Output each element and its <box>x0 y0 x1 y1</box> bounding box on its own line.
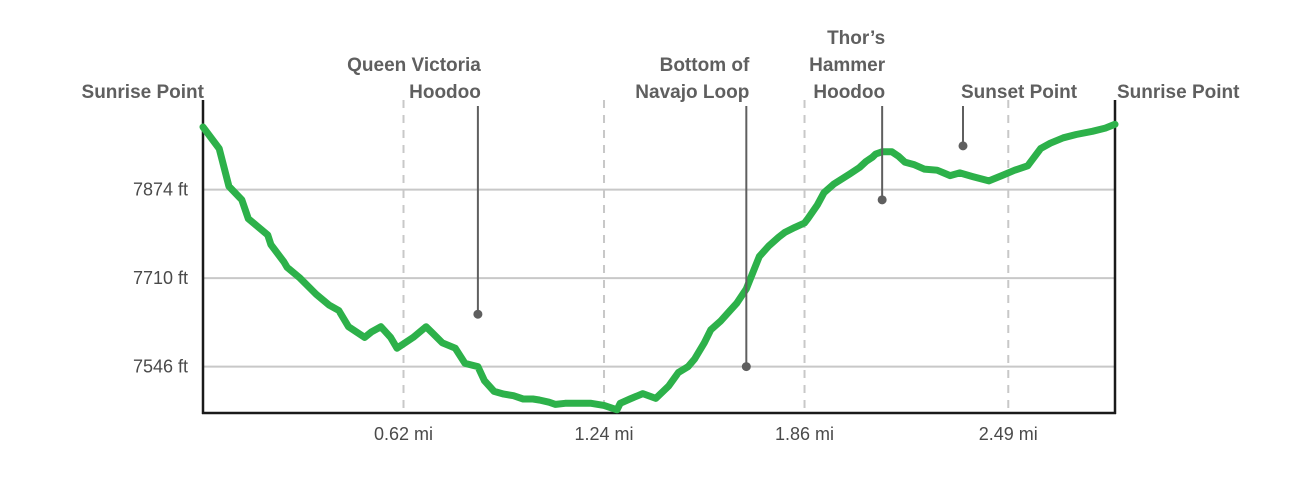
annotation-label-line: Navajo Loop <box>635 82 749 103</box>
annotation-label: Sunrise Point <box>1117 82 1240 103</box>
annotation-label-line: Hammer <box>809 55 886 76</box>
x-tick-label: 1.24 mi <box>575 424 634 444</box>
x-tick-label: 0.62 mi <box>374 424 433 444</box>
annotation-label-line: Sunrise Point <box>1117 82 1240 103</box>
annotation-label-line: Queen Victoria <box>347 55 481 76</box>
annotation-layer: Sunrise Point Queen Victoria Hoodoo Bottom … <box>82 28 1240 372</box>
y-tick-label: 7710 ft <box>133 268 188 288</box>
y-tick-label: 7546 ft <box>133 357 188 377</box>
annotation-label-line: Hoodoo <box>813 82 885 103</box>
annotation-marker <box>958 141 968 151</box>
grid-layer <box>203 100 1115 413</box>
x-tick-label: 1.86 mi <box>775 424 834 444</box>
annotation-label: Sunset Point <box>961 82 1078 103</box>
elevation-line <box>199 120 1119 414</box>
annotation-label-line: Bottom of <box>660 55 750 76</box>
annotation-label-line: Sunrise Point <box>82 82 205 103</box>
annotation-label-line: Sunset Point <box>961 82 1078 103</box>
annotation-marker <box>741 362 751 372</box>
annotation-label: Bottom of Navajo Loop <box>635 55 750 103</box>
annotation-label: Thor’s Hammer Hoodoo <box>809 28 886 103</box>
series-layer <box>199 120 1119 414</box>
tick-label-layer: 7874 ft 7710 ft 7546 ft 0.62 mi 1.24 mi 1.86 … <box>133 180 1038 444</box>
x-tick-label: 2.49 mi <box>979 424 1038 444</box>
y-tick-label: 7874 ft <box>133 180 188 200</box>
annotation-label: Queen Victoria Hoodoo <box>347 55 481 103</box>
annotation-marker <box>473 309 483 319</box>
annotation-label-line: Hoodoo <box>409 82 481 103</box>
annotation-marker <box>877 195 887 205</box>
annotation-label: Sunrise Point <box>82 82 205 103</box>
axis-layer <box>201 100 1117 415</box>
annotation-label-line: Thor’s <box>827 28 885 49</box>
